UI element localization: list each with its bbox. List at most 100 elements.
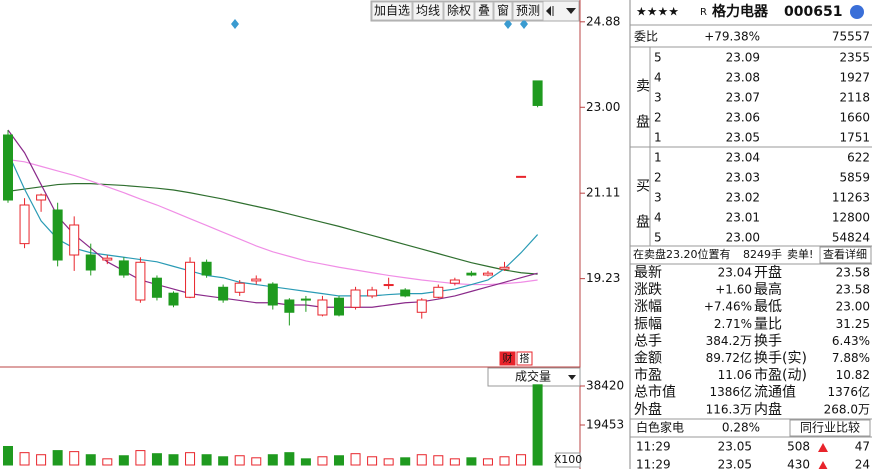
select-arrow <box>568 375 576 380</box>
candle-body <box>284 299 295 313</box>
menu-icon[interactable] <box>850 5 864 19</box>
marker-box[interactable] <box>499 351 516 366</box>
book-price: 23.05 <box>726 131 760 145</box>
volume-bar <box>201 454 212 466</box>
stat-label: 市盈 <box>634 367 662 384</box>
volume-bar <box>36 454 47 466</box>
stat-value: 11.06 <box>718 368 752 382</box>
toolbar-button[interactable] <box>474 1 494 21</box>
candle-body <box>367 289 378 297</box>
book-level: 5 <box>654 51 662 65</box>
volume-bar <box>85 454 96 466</box>
stat-label: 总手 <box>634 333 662 349</box>
stat-label: 外盘 <box>634 401 662 418</box>
stat-value: 23.58 <box>836 283 870 297</box>
event-marker[interactable] <box>231 19 239 29</box>
y-tick-label: 21.11 <box>586 186 620 200</box>
stat-label: 换手(实) <box>754 350 807 367</box>
toolbar-button[interactable] <box>371 1 413 21</box>
toolbar-button[interactable] <box>493 1 513 21</box>
candle-body <box>151 277 162 298</box>
event-marker[interactable] <box>504 19 512 29</box>
y-tick-label: 23.00 <box>586 100 620 114</box>
candle-body <box>102 257 113 261</box>
book-volume: 622 <box>847 151 870 165</box>
candle-body <box>19 204 30 245</box>
volume-bar <box>19 452 30 466</box>
book-level: 4 <box>654 211 662 225</box>
y-tick-label: 19453 <box>586 417 624 431</box>
ratio-value: +79.38% <box>704 30 760 44</box>
marker-box[interactable] <box>516 351 533 366</box>
toolbar-button[interactable] <box>412 1 444 21</box>
stat-value: 10.82 <box>836 368 870 382</box>
toolbar-button-label[interactable]: 预测 <box>516 4 540 18</box>
stat-value: 268.0万 <box>824 402 870 416</box>
alert-text: 在卖盘23.20位置有 <box>633 247 731 261</box>
y-tick-label: 38420 <box>586 378 624 392</box>
menu-arrow[interactable] <box>566 8 576 14</box>
volume-bar <box>466 457 477 466</box>
unit-box <box>555 452 581 468</box>
buy-label: 买盘 <box>634 178 650 250</box>
toolbar-button-label[interactable]: 加自选 <box>374 4 410 18</box>
marker-label[interactable]: 搭 <box>520 352 530 365</box>
toolbar-button-label[interactable]: 窗 <box>497 4 509 18</box>
prev-arrow[interactable] <box>546 6 551 16</box>
book-volume: 1660 <box>839 111 870 125</box>
volume-bar <box>102 458 113 466</box>
candle-body <box>449 279 460 284</box>
compare-button[interactable] <box>789 419 871 437</box>
volume-bar <box>383 458 394 466</box>
toolbar-button-label[interactable]: 叠 <box>478 4 490 18</box>
compare-label: 同行业比较 <box>800 420 860 435</box>
toolbar-button[interactable] <box>443 1 475 21</box>
stat-value: +1.60 <box>715 283 752 297</box>
book-price: 23.01 <box>726 211 760 225</box>
stat-label: 涨跌 <box>634 282 662 298</box>
volume-bar <box>317 456 328 466</box>
stat-value: 23.04 <box>718 266 752 280</box>
book-level: 5 <box>654 231 662 245</box>
marker-label[interactable]: 财 <box>503 352 513 365</box>
candle-body <box>482 272 493 276</box>
volume-bar <box>135 450 146 466</box>
stat-label: 量比 <box>754 316 782 332</box>
trade-count: 47 <box>855 440 870 454</box>
candle-body <box>499 266 510 270</box>
stat-value: 1386亿 <box>709 384 752 399</box>
book-level: 3 <box>654 191 662 205</box>
book-level: 2 <box>654 171 662 185</box>
alert-link-box[interactable] <box>819 246 872 264</box>
event-marker[interactable] <box>520 19 528 29</box>
toolbar-button-label[interactable]: 除权 <box>447 3 471 18</box>
moving-average <box>7 158 538 286</box>
stat-label: 开盘 <box>754 264 782 281</box>
trade-price: 23.05 <box>718 458 752 469</box>
book-price: 23.09 <box>726 51 760 65</box>
volume-bar <box>118 455 129 466</box>
volume-bar <box>168 454 179 466</box>
toolbar-button[interactable] <box>512 1 544 21</box>
stat-label: 涨幅 <box>634 299 662 315</box>
volume-bar <box>3 445 13 466</box>
volume-bar <box>449 458 460 466</box>
volume-bar <box>300 458 311 466</box>
book-level: 1 <box>654 151 662 165</box>
stat-value: 7.88% <box>832 351 870 365</box>
y-tick-label: 19.23 <box>586 271 620 285</box>
book-level: 4 <box>654 71 662 85</box>
indicator-name: 成交量 <box>515 369 551 384</box>
candle-body <box>334 297 344 316</box>
candle-body <box>251 278 262 282</box>
stat-value: 116.3万 <box>706 402 752 416</box>
volume-bar <box>251 457 262 466</box>
book-level: 2 <box>654 111 662 125</box>
candle-body <box>52 209 63 261</box>
candle-body <box>135 261 146 301</box>
book-price: 23.02 <box>726 191 760 205</box>
stat-value: 23.00 <box>836 300 870 314</box>
stat-label: 金额 <box>634 351 662 367</box>
toolbar-button-label[interactable]: 均线 <box>416 4 440 18</box>
candle-body <box>118 260 129 276</box>
